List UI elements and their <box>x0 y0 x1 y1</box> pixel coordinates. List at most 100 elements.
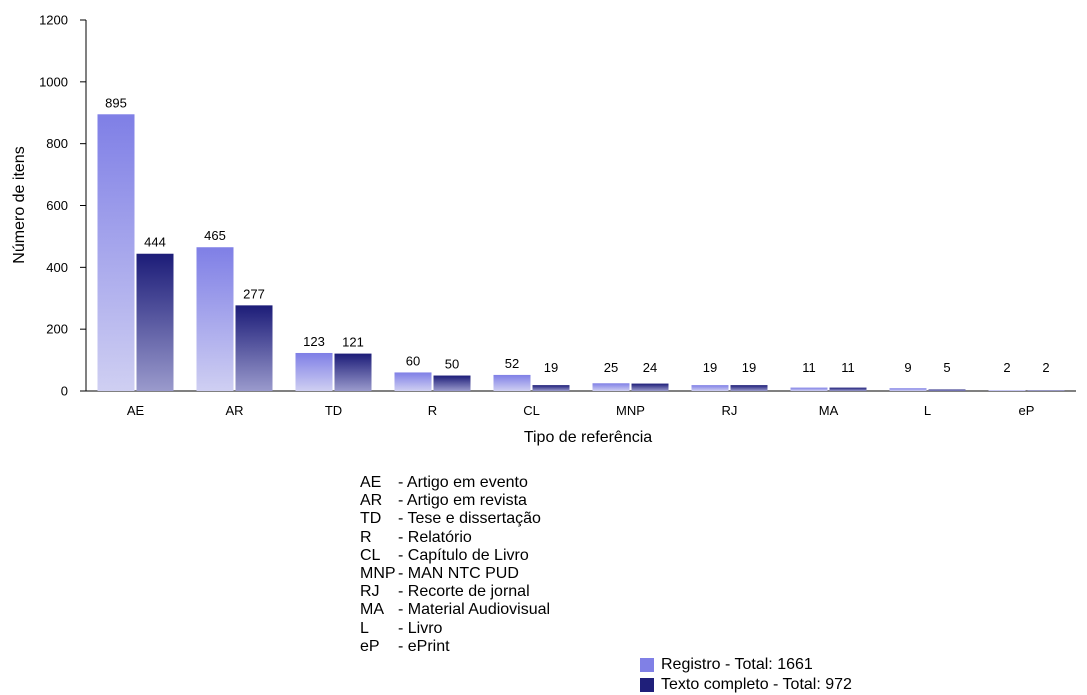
abbreviation-description: - Tese e dissertação <box>398 510 541 528</box>
bar-texto-completo-MNP <box>631 383 669 391</box>
y-axis-title: Número de itens <box>11 146 28 263</box>
data-label: 444 <box>144 235 166 250</box>
data-label: 19 <box>742 360 756 375</box>
legend-label: Texto completo - Total: 972 <box>661 676 852 693</box>
abbreviation-code: CL <box>360 546 381 564</box>
data-label: 9 <box>904 360 911 375</box>
legend-swatch <box>640 658 654 672</box>
x-tick-label: L <box>924 403 931 418</box>
abbreviation-row: AE - Artigo em evento <box>360 474 550 492</box>
abbreviation-row: eP - ePrint <box>360 638 550 656</box>
abbreviation-description: - ePrint <box>398 637 450 655</box>
data-label: 2 <box>1042 360 1049 375</box>
bar-registro-CL <box>493 374 531 391</box>
abbreviation-code: R <box>360 528 372 546</box>
abbreviation-row: AR - Artigo em revista <box>360 492 550 510</box>
x-axis-title: Tipo de referência <box>524 429 652 446</box>
legend-label: Registro - Total: 1661 <box>661 656 813 673</box>
data-label: 2 <box>1003 360 1010 375</box>
bar-texto-completo-AR <box>235 305 273 391</box>
data-label: 52 <box>505 356 519 371</box>
data-label: 5 <box>943 360 950 375</box>
data-label: 123 <box>303 334 325 349</box>
bar-texto-completo-AE <box>136 253 174 391</box>
bar-texto-completo-RJ <box>730 385 768 391</box>
y-tick-label: 400 <box>46 260 68 275</box>
bar-registro-AR <box>196 247 234 391</box>
bar-texto-completo-R <box>433 375 471 391</box>
bar-registro-TD <box>295 352 333 391</box>
bar-registro-AE <box>97 114 135 391</box>
y-ticks: 0 200 400 600 800 1000 1200 <box>39 13 86 399</box>
data-label: 60 <box>406 353 420 368</box>
abbreviation-description: - Artigo em evento <box>398 474 528 491</box>
abbreviation-description: - Capítulo de Livro <box>398 546 529 564</box>
x-tick-label: R <box>428 403 437 418</box>
abbreviation-row: RJ - Recorte de jornal <box>360 583 550 601</box>
bar-registro-RJ <box>691 385 729 391</box>
abbreviation-description: - Livro <box>398 619 443 637</box>
data-label: 11 <box>802 360 816 375</box>
bar-registro-MNP <box>592 383 630 391</box>
bar-registro-L <box>889 388 927 391</box>
data-label: 24 <box>643 360 657 375</box>
abbreviation-row: L - Livro <box>360 620 550 638</box>
bar-texto-completo-eP <box>1027 390 1065 391</box>
data-label: 895 <box>105 95 127 110</box>
abbreviation-row: MNP - MAN NTC PUD <box>360 565 550 583</box>
data-label: 465 <box>204 228 226 243</box>
y-tick-label: 600 <box>46 198 68 213</box>
abbreviation-row: CL - Capítulo de Livro <box>360 547 550 565</box>
legend-item: Registro - Total: 1661 <box>640 655 852 675</box>
abbreviation-row: TD - Tese e dissertação <box>360 510 550 528</box>
abbreviation-code: RJ <box>360 583 380 601</box>
x-tick-label: TD <box>325 403 342 418</box>
x-tick-label: MNP <box>616 403 645 418</box>
abbreviation-code: L <box>360 619 369 637</box>
abbreviation-description: - Recorte de jornal <box>398 583 530 601</box>
y-tick-label: 200 <box>46 322 68 337</box>
bar-chart: 0 200 400 600 800 1000 1200 895 444 465 277 123 121… <box>11 13 1076 446</box>
bar-texto-completo-MA <box>829 387 867 391</box>
x-tick-label: RJ <box>722 403 738 418</box>
x-tick-label: MA <box>819 403 839 418</box>
data-label: 121 <box>342 335 364 350</box>
data-label: 19 <box>544 360 558 375</box>
x-tick-label: eP <box>1019 403 1035 418</box>
abbreviation-row: R - Relatório <box>360 529 550 547</box>
abbreviation-row: MA - Material Audiovisual <box>360 601 550 619</box>
bar-registro-R <box>394 372 432 391</box>
data-label: 50 <box>445 357 459 372</box>
data-label: 25 <box>604 360 618 375</box>
data-label: 19 <box>703 360 717 375</box>
abbreviation-code: MA <box>360 601 384 619</box>
abbreviation-code: AR <box>360 492 383 510</box>
x-tick-label: AR <box>225 403 243 418</box>
legend-swatch <box>640 678 654 692</box>
abbreviation-code: MNP <box>360 565 396 583</box>
abbreviation-description: - Material Audiovisual <box>398 601 551 619</box>
x-tick-label: CL <box>523 403 540 418</box>
y-tick-label: 800 <box>46 136 68 151</box>
legend-item: Texto completo - Total: 972 <box>640 675 852 695</box>
axes <box>85 20 1076 392</box>
y-tick-label: 0 <box>61 384 68 399</box>
abbreviation-description: - MAN NTC PUD <box>398 565 519 583</box>
bar-registro-MA <box>790 387 828 391</box>
abbreviation-code: eP <box>360 637 380 655</box>
bar-texto-completo-CL <box>532 385 570 391</box>
legend: Registro - Total: 1661 Texto completo - T… <box>640 655 852 695</box>
x-tick-label: AE <box>127 403 145 418</box>
abbreviation-code: TD <box>360 510 382 528</box>
data-label: 277 <box>243 286 265 301</box>
y-tick-label: 1000 <box>39 74 68 89</box>
abbreviation-table: AE - Artigo em evento AR - Artigo em revist… <box>360 474 550 656</box>
y-tick-label: 1200 <box>39 13 68 28</box>
bar-registro-eP <box>988 390 1026 391</box>
abbreviation-description: - Relatório <box>398 528 472 546</box>
data-label: 11 <box>841 360 855 375</box>
abbreviation-description: - Artigo em revista <box>398 492 527 510</box>
abbreviation-code: AE <box>360 474 382 491</box>
